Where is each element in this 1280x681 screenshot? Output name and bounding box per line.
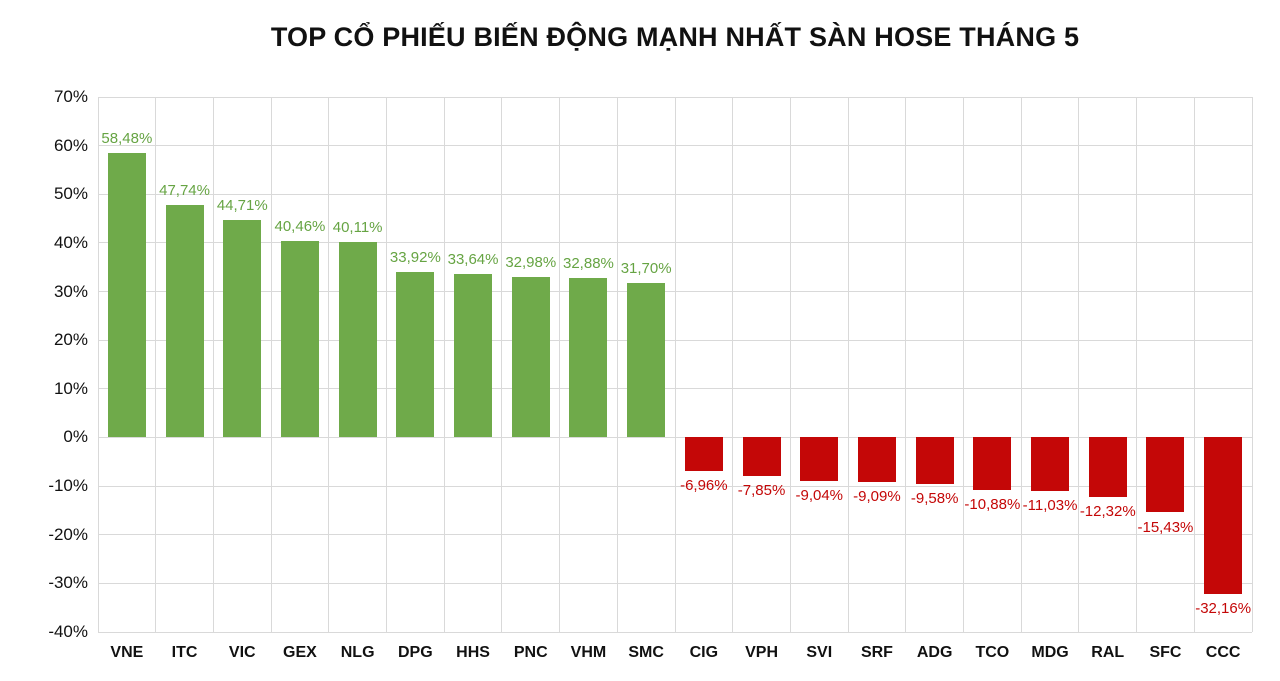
bar-GEX [280, 240, 319, 438]
vertical-gridline [963, 97, 964, 632]
value-label-NLG: 40,11% [332, 219, 383, 237]
x-tick-label-SVI: SVI [806, 644, 833, 661]
vertical-gridline [847, 97, 849, 632]
x-tick-label-CCC: CCC [1205, 644, 1241, 661]
value-label-MDG: -11,03% [1022, 497, 1078, 515]
x-tick-label-RAL: RAL [1091, 644, 1125, 661]
x-tick-label-VHM: VHM [570, 644, 607, 661]
value-label-CIG: -6,96% [680, 477, 728, 495]
x-tick-label-VIC: VIC [228, 644, 256, 661]
bar-VPH [742, 437, 781, 476]
x-tick-label-MDG: MDG [1031, 644, 1069, 661]
bar-CCC [1204, 437, 1243, 594]
y-tick-label: 0% [63, 427, 88, 447]
vertical-gridline [559, 97, 561, 632]
x-tick-label-DPG: DPG [398, 644, 433, 661]
x-tick-label-ADG: ADG [916, 644, 953, 661]
bar-MDG [1031, 437, 1070, 492]
x-tick-label-CIG: CIG [689, 644, 719, 661]
vertical-gridline [1078, 97, 1080, 632]
value-label-VPH: -7,85% [737, 481, 786, 499]
x-tick-label-TCO: TCO [975, 644, 1010, 661]
vertical-gridline [905, 97, 907, 632]
y-tick-label: -30% [48, 573, 88, 593]
bar-NLG [338, 242, 377, 438]
bar-CIG [684, 437, 723, 472]
vertical-gridline [501, 97, 503, 632]
x-tick-label-NLG: NLG [340, 644, 375, 661]
x-tick-label-GEX: GEX [283, 644, 317, 661]
y-tick-label: 20% [53, 330, 88, 350]
vertical-gridline [732, 97, 734, 632]
vertical-gridline [212, 97, 214, 632]
bar-VNE [107, 153, 146, 438]
x-tick-label-ITC: ITC [171, 644, 198, 661]
vertical-gridline [443, 97, 445, 632]
x-tick-label-PNC: PNC [513, 644, 548, 661]
y-tick-label: 50% [53, 184, 88, 204]
vertical-gridline [270, 97, 272, 632]
vertical-gridline [1136, 97, 1138, 632]
value-label-GEX: 40,46% [274, 217, 326, 235]
value-label-SFC: -15,43% [1137, 518, 1194, 536]
bar-VIC [223, 220, 262, 438]
bar-HHS [454, 273, 493, 438]
x-tick-label-HHS: HHS [456, 644, 490, 661]
bar-ADG [915, 437, 954, 485]
value-label-SVI: -9,04% [795, 487, 844, 505]
x-tick-label-SFC: SFC [1149, 644, 1182, 661]
y-tick-label: -10% [48, 476, 88, 496]
value-label-RAL: -12,32% [1079, 503, 1136, 521]
y-tick-label: 30% [53, 281, 88, 301]
value-label-VHM: 32,88% [563, 254, 614, 272]
y-tick-label: 60% [53, 135, 88, 155]
vertical-gridline [1193, 97, 1195, 632]
x-tick-label-SRF: SRF [860, 644, 893, 661]
x-tick-label-SMC: SMC [628, 644, 664, 661]
y-tick-label: -20% [48, 524, 88, 544]
value-label-HHS: 33,64% [447, 250, 499, 268]
value-label-VIC: 44,71% [216, 197, 268, 214]
y-tick-label: 70% [53, 87, 88, 106]
vertical-gridline [386, 97, 387, 632]
bar-RAL [1088, 437, 1127, 498]
y-tick-label: -40% [48, 622, 88, 641]
plot-area: 58,48% 47,74% 44,71% 40,46% 40,11% 33,92% 33,6… [97, 96, 1253, 633]
vertical-gridline [616, 97, 618, 632]
x-tick-label-VPH: VPH [745, 644, 778, 661]
value-label-ADG: -9,58% [910, 490, 959, 508]
vertical-gridline [1020, 97, 1022, 632]
vertical-gridline [1251, 97, 1253, 632]
value-label-DPG: 33,92% [389, 249, 441, 267]
x-tick-label-VNE: VNE [110, 644, 144, 661]
bar-SFC [1146, 437, 1185, 513]
horizontal-gridline [98, 631, 1252, 633]
bar-SRF [857, 437, 896, 482]
y-tick-label: 40% [53, 232, 88, 252]
bar-ITC [165, 205, 204, 438]
value-label-VNE: 58,48% [101, 130, 153, 148]
bar-DPG [396, 272, 435, 438]
vertical-gridline [674, 97, 676, 632]
value-label-SRF: -9,09% [853, 487, 901, 505]
value-label-PNC: 32,98% [505, 254, 557, 272]
y-tick-label: 10% [53, 378, 88, 398]
bar-SVI [800, 437, 839, 482]
bar-PNC [511, 277, 550, 438]
vertical-gridline [155, 97, 157, 632]
vertical-gridline [328, 97, 330, 632]
value-label-ITC: 47,74% [159, 182, 210, 200]
bar-SMC [627, 283, 666, 438]
vertical-gridline [97, 97, 99, 632]
value-label-SMC: 31,70% [620, 260, 672, 278]
value-label-TCO: -10,88% [964, 496, 1021, 514]
value-label-CCC: -32,16% [1195, 599, 1252, 617]
bar-VHM [569, 277, 608, 438]
chart-title: TOP CỔ PHIẾU BIẾN ĐỘNG MẠNH NHẤT SÀN HOS… [270, 22, 1080, 52]
vertical-gridline [789, 97, 791, 632]
bar-TCO [973, 437, 1012, 491]
